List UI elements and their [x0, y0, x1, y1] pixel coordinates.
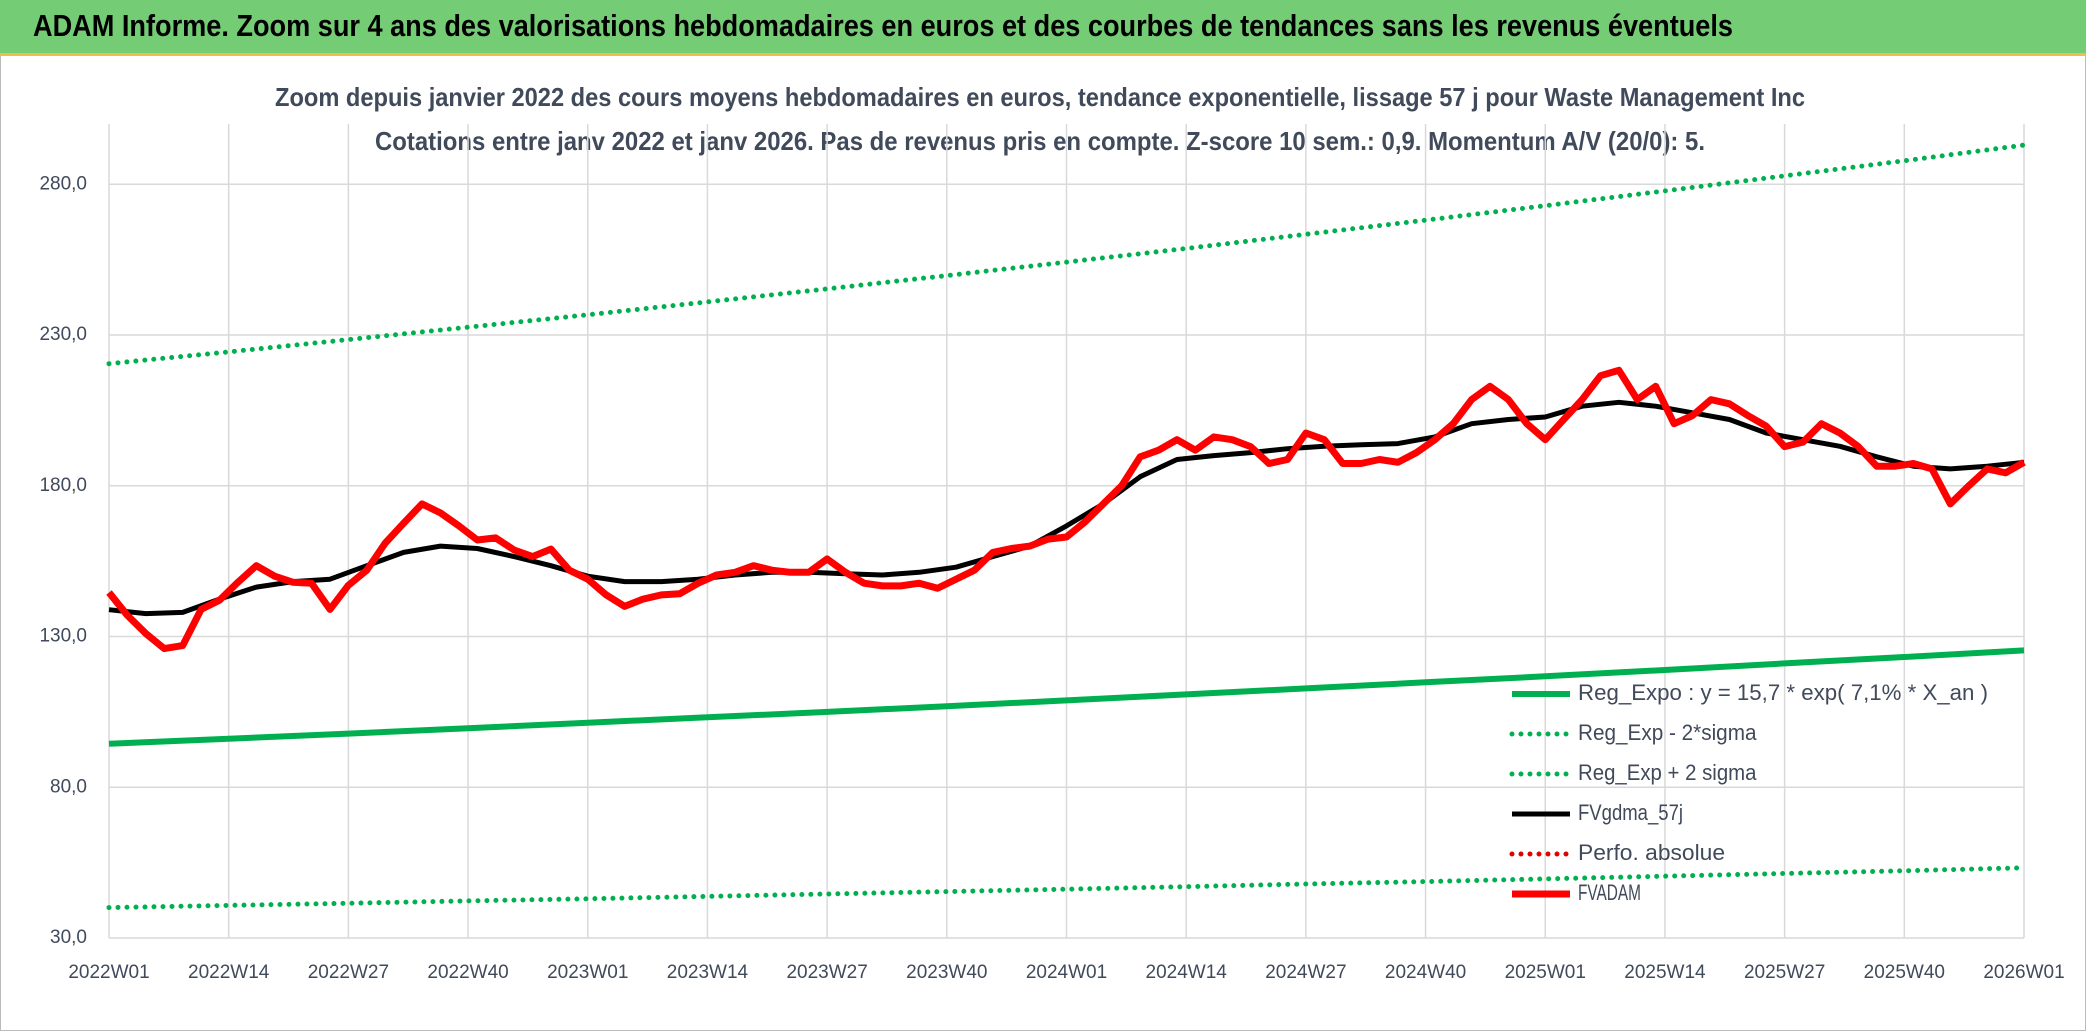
legend-label: Reg_Exp + 2 sigma [1578, 760, 1757, 785]
series-line [106, 142, 2027, 367]
y-tick-label: 130,0 [39, 626, 87, 647]
y-tick-label: 180,0 [39, 475, 87, 496]
x-tick-label: 2024W01 [1026, 962, 1107, 983]
series-line [108, 647, 2025, 747]
x-tick-label: 2023W27 [786, 962, 867, 983]
x-tick-label: 2023W01 [547, 962, 628, 983]
legend-label: Reg_Expo : y = 15,7 * exp( 7,1% * X_an ) [1578, 680, 1988, 705]
header-rule [0, 53, 2086, 56]
series-line [108, 399, 2025, 617]
x-tick-label: 2024W14 [1146, 962, 1228, 983]
header-title: ADAM Informe. Zoom sur 4 ans des valoris… [33, 8, 1733, 43]
x-tick-label: 2024W27 [1265, 962, 1346, 983]
x-tick-label: 2022W27 [308, 962, 389, 983]
legend-label: Perfo. absolue [1578, 840, 1725, 865]
y-tick-label: 30,0 [50, 927, 87, 948]
x-tick-label: 2024W40 [1385, 962, 1466, 983]
chart-title: Zoom depuis janvier 2022 des cours moyen… [275, 82, 1805, 112]
y-tick-label: 280,0 [39, 173, 87, 194]
x-tick-label: 2022W14 [188, 962, 270, 983]
series-line [106, 366, 2026, 653]
legend-label: FVADAM [1578, 880, 1641, 905]
x-tick-label: 2025W14 [1624, 962, 1706, 983]
legend-label: Reg_Exp - 2*sigma [1578, 720, 1757, 745]
y-tick-label: 80,0 [50, 776, 87, 797]
header-bar [0, 0, 2086, 53]
x-tick-label: 2025W01 [1505, 962, 1586, 983]
x-tick-label: 2023W14 [667, 962, 749, 983]
x-tick-label: 2022W01 [68, 962, 149, 983]
y-tick-label: 230,0 [39, 324, 87, 345]
legend-label: FVgdma_57j [1578, 800, 1683, 825]
x-tick-label: 2023W40 [906, 962, 987, 983]
x-tick-label: 2025W40 [1864, 962, 1945, 983]
chart-subtitle: Cotations entre janv 2022 et janv 2026. … [375, 126, 1705, 156]
x-tick-label: 2025W27 [1744, 962, 1825, 983]
x-tick-label: 2026W01 [1983, 962, 2064, 983]
x-tick-label: 2022W40 [427, 962, 508, 983]
